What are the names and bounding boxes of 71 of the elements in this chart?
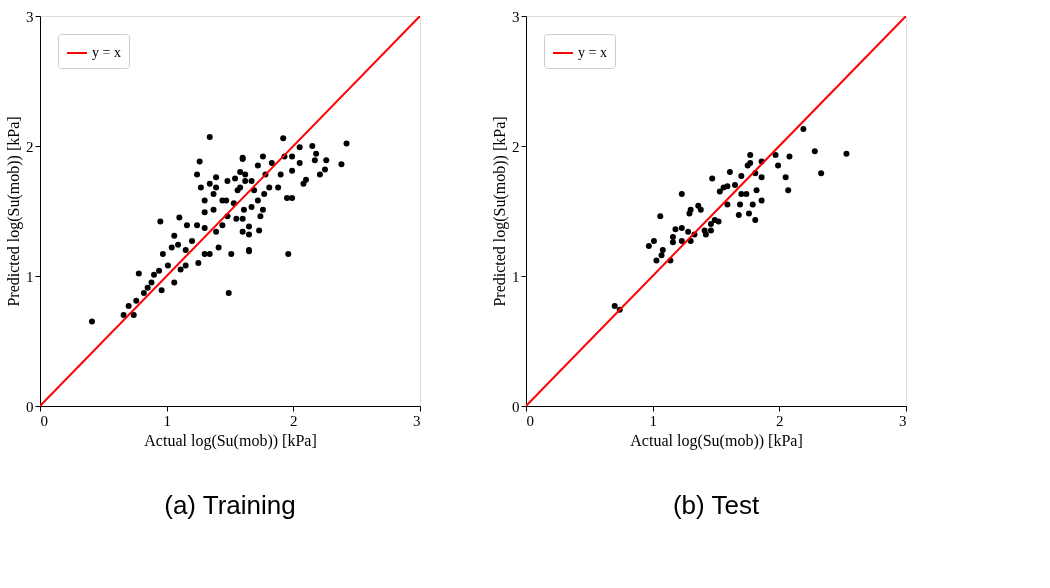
x-tick-label: 2 [290,412,298,429]
point [775,162,782,169]
y-tick-label: 3 [512,8,520,25]
point [758,174,765,181]
point [672,226,679,233]
point [678,191,685,198]
point [697,206,704,213]
x-axis-title: Actual log(Su(mob)) [kPa] [144,431,317,450]
point [747,152,754,159]
x-tick-label: 3 [899,412,907,429]
point [650,237,657,244]
point [800,126,807,133]
y-tick-label: 0 [26,398,34,415]
x-tick-label: 0 [526,412,534,429]
point [743,191,750,198]
point [782,174,789,181]
point [720,184,727,191]
point [711,217,718,224]
point [685,228,692,235]
y-tick-label: 2 [512,138,520,155]
y-tick-label: 2 [26,138,34,155]
x-tick-label: 1 [649,412,657,429]
point [749,201,756,208]
point [611,302,618,309]
point [716,188,723,195]
point [737,201,744,208]
point [645,243,652,250]
y-tick-label: 0 [512,398,520,415]
point [726,169,733,175]
point [659,247,666,253]
point [753,187,760,194]
legend-label: y = x [578,45,607,60]
point [786,153,793,160]
point [701,227,708,234]
point [678,224,685,231]
point [811,148,818,155]
point [707,221,714,227]
point [732,182,738,188]
point [669,239,676,246]
x-tick-label: 2 [776,412,784,429]
x-axis-title: Actual log(Su(mob)) [kPa] [630,431,803,450]
point [653,257,660,264]
point [758,197,765,204]
x-tick-label: 3 [413,412,421,429]
point [657,213,664,220]
point [752,217,759,224]
y-tick-label: 3 [26,8,34,25]
text: (a) Training [164,490,296,520]
point [738,172,745,179]
point [738,191,745,198]
point [669,234,676,240]
point [785,187,792,194]
y-axis-title: Predicted log(Su(mob)) [kPa] [491,116,509,307]
point [658,252,665,259]
y-tick-label: 1 [26,268,34,285]
point [709,175,716,182]
point [707,227,714,234]
x-tick-label: 1 [163,412,171,429]
point [695,202,702,209]
y-tick-label: 1 [512,268,520,285]
point [678,237,685,244]
point [772,152,779,159]
point [745,210,752,217]
y-axis-title: Predicted log(Su(mob)) [kPa] [5,116,23,307]
point [735,211,742,218]
x-tick-label: 0 [40,412,48,429]
point [818,170,825,177]
point [686,210,693,217]
text: (b) Test [672,490,760,520]
legend-label: y = x [92,45,121,60]
point [843,150,850,157]
